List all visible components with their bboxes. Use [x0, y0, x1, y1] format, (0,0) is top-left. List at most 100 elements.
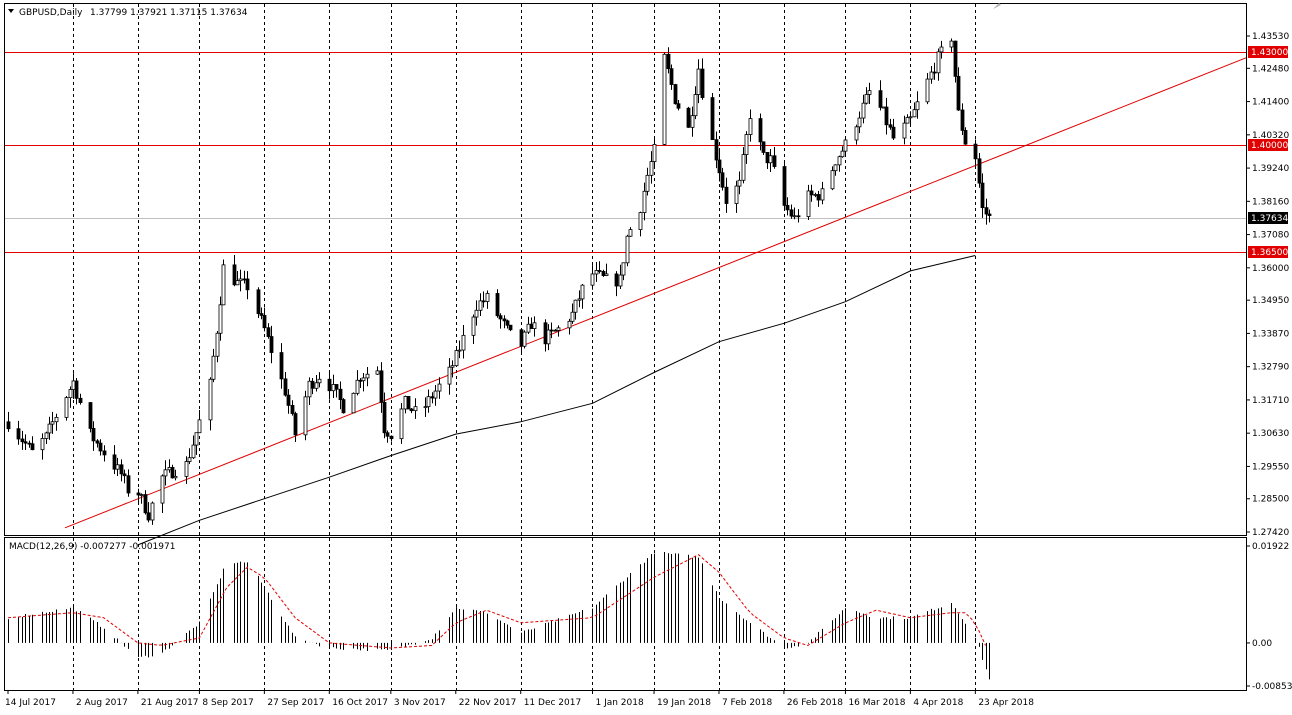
- candle: [126, 469, 131, 497]
- candle: [173, 469, 178, 481]
- candle-body: [854, 126, 859, 141]
- candle-body: [238, 278, 243, 282]
- candle-body: [139, 494, 144, 496]
- shift-marker-icon[interactable]: [993, 3, 1001, 9]
- candle-body: [122, 473, 127, 477]
- candle: [457, 340, 462, 359]
- candle-body: [283, 378, 288, 396]
- macd-label: MACD(12,26,9) -0.007277 -0.001971: [9, 542, 175, 552]
- candle: [864, 87, 869, 105]
- candle: [334, 384, 339, 398]
- candle: [696, 59, 701, 104]
- candle-body: [669, 68, 674, 85]
- candle: [221, 259, 226, 306]
- candle-body: [314, 382, 319, 389]
- candle-body: [338, 388, 343, 400]
- candle: [23, 434, 28, 451]
- candle: [119, 459, 124, 482]
- candle-body: [580, 284, 585, 300]
- candle: [47, 416, 52, 440]
- candle-body: [939, 46, 944, 53]
- candle: [495, 289, 500, 318]
- candle-body: [365, 373, 370, 379]
- candle: [669, 64, 674, 90]
- candle: [854, 124, 859, 145]
- candle: [977, 152, 982, 188]
- candle-body: [160, 475, 165, 504]
- candle-body: [556, 327, 561, 331]
- candle: [95, 439, 100, 448]
- candle: [88, 401, 93, 433]
- candle-body: [307, 380, 312, 398]
- candle-body: [279, 352, 284, 380]
- candle: [112, 445, 117, 475]
- chart-menu-arrow-icon[interactable]: [8, 9, 14, 13]
- candle: [956, 67, 961, 111]
- candle-body: [498, 315, 503, 320]
- candle: [437, 377, 442, 399]
- candle-body: [796, 215, 801, 218]
- price-tick-label: 1.30630: [1252, 429, 1289, 439]
- candle: [690, 106, 695, 137]
- price-tick-label: 1.42480: [1252, 64, 1289, 74]
- candle: [16, 420, 21, 445]
- candle-body: [724, 186, 729, 204]
- candle-body: [78, 397, 83, 403]
- candle-body: [700, 68, 705, 98]
- candle: [238, 269, 243, 292]
- trendline-line[interactable]: [64, 57, 1247, 529]
- candle-body: [457, 349, 462, 352]
- candle-body: [772, 155, 777, 167]
- candle-body: [597, 270, 602, 272]
- candle: [905, 114, 910, 124]
- candle: [338, 381, 343, 410]
- price-tick-label: 1.36000: [1252, 264, 1289, 274]
- candle: [215, 331, 220, 363]
- candle-body: [341, 399, 346, 414]
- candle: [474, 300, 479, 326]
- candle-body: [485, 293, 490, 302]
- candle: [259, 307, 264, 320]
- candle-body: [478, 300, 483, 311]
- candle-body: [187, 457, 192, 462]
- candle-body: [68, 389, 73, 399]
- candle: [642, 182, 647, 221]
- candle: [163, 460, 168, 486]
- candle-body: [843, 139, 848, 152]
- candle: [741, 147, 746, 184]
- candle: [857, 111, 862, 134]
- candle-body: [813, 194, 818, 196]
- candle-body: [936, 51, 941, 74]
- candle-body: [6, 421, 11, 430]
- candle: [375, 366, 380, 375]
- candle: [361, 373, 366, 392]
- price-axis: 1.43530 1.42480 1.41400 1.40320 1.39240 1.381…: [1246, 32, 1289, 538]
- candle: [809, 184, 814, 202]
- candle-body: [262, 315, 267, 329]
- candle: [485, 290, 490, 309]
- candle: [843, 137, 848, 155]
- candle-body: [126, 475, 131, 494]
- candle: [570, 303, 575, 324]
- candle-body: [977, 158, 982, 184]
- candle-body: [666, 53, 671, 70]
- candle: [891, 118, 896, 141]
- candle-body: [601, 271, 606, 276]
- candle-body: [984, 207, 989, 215]
- candle-body: [748, 118, 753, 135]
- candle-body: [963, 130, 968, 145]
- candle-body: [173, 476, 178, 479]
- candle-body: [27, 442, 32, 445]
- candle: [211, 348, 216, 383]
- candle-body: [567, 320, 572, 329]
- candle-body: [194, 432, 199, 446]
- candle-body: [502, 318, 507, 322]
- candle: [317, 372, 322, 388]
- candle: [310, 378, 315, 395]
- candle-body: [423, 406, 428, 409]
- candle: [74, 378, 79, 405]
- price-tick-label: 1.34950: [1252, 296, 1289, 306]
- candle-body: [221, 264, 226, 306]
- candle: [867, 82, 872, 105]
